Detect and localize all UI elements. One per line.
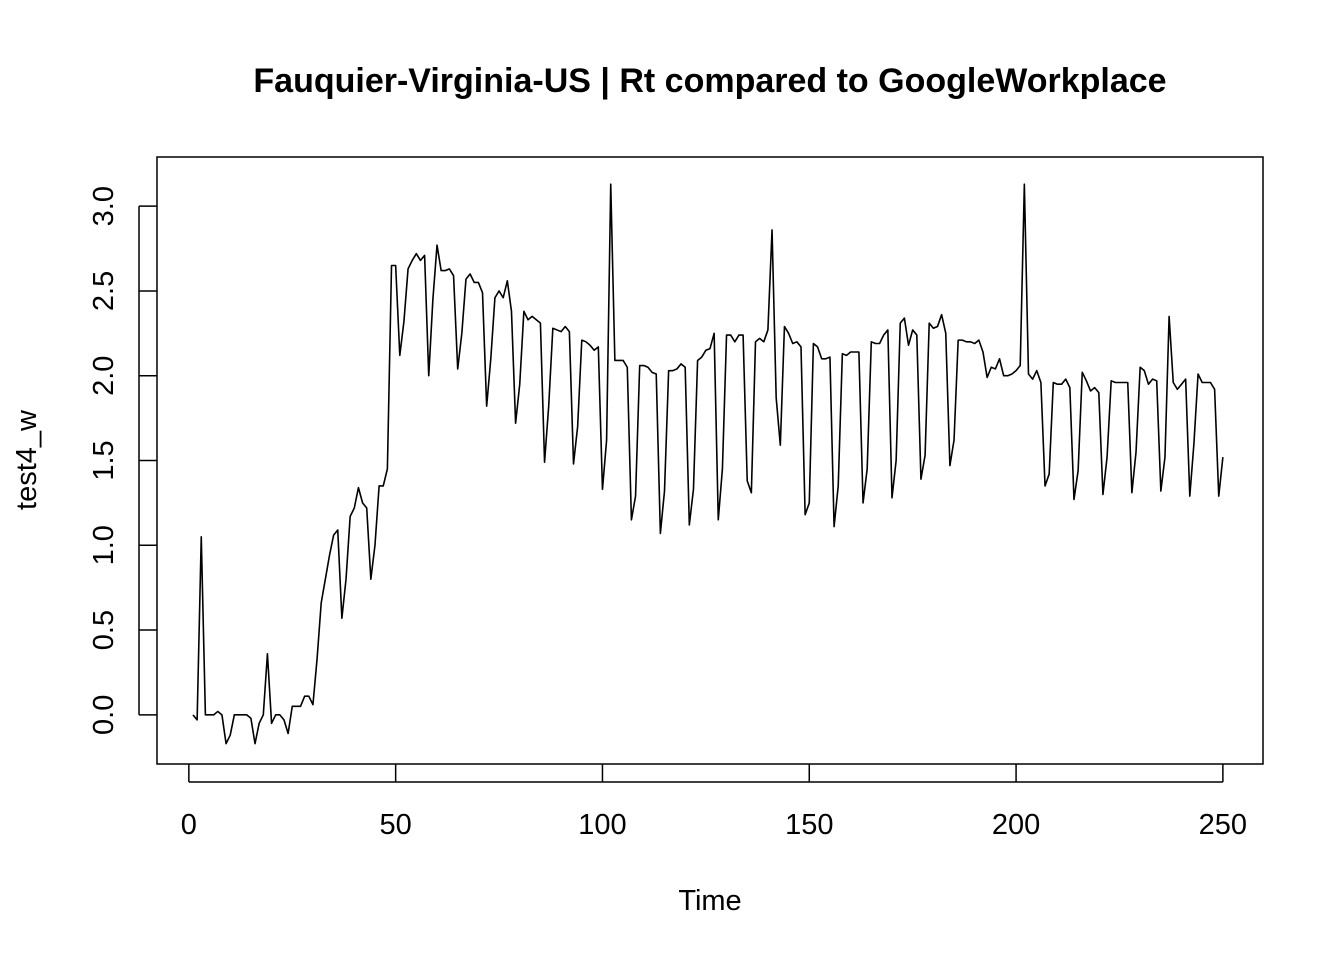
x-tick-label: 100 bbox=[578, 809, 626, 841]
y-tick-label: 1.0 bbox=[88, 525, 120, 565]
y-tick-label: 0.5 bbox=[88, 610, 120, 650]
y-tick-label: 3.0 bbox=[88, 186, 120, 226]
x-axis: 0 50 100 150 200 250 bbox=[181, 764, 1247, 841]
y-tick-label: 2.0 bbox=[88, 356, 120, 396]
x-axis-label: Time bbox=[678, 885, 741, 917]
y-axis-label: test4_w bbox=[11, 409, 43, 510]
plot-frame bbox=[156, 156, 1264, 765]
y-tick-label: 0.0 bbox=[88, 695, 120, 735]
y-tick-label: 1.5 bbox=[88, 440, 120, 480]
x-tick-label: 50 bbox=[380, 809, 412, 841]
series-line bbox=[192, 183, 1224, 745]
x-tick-label: 150 bbox=[785, 809, 833, 841]
x-tick-label: 250 bbox=[1199, 809, 1247, 841]
y-tick-label: 2.5 bbox=[88, 271, 120, 311]
chart-title: Fauquier-Virginia-US | Rt compared to Go… bbox=[253, 62, 1166, 100]
x-tick-label: 0 bbox=[181, 809, 197, 841]
y-axis: 0.0 0.5 1.0 1.5 2.0 2.5 3.0 bbox=[88, 186, 157, 735]
x-tick-label: 200 bbox=[992, 809, 1040, 841]
